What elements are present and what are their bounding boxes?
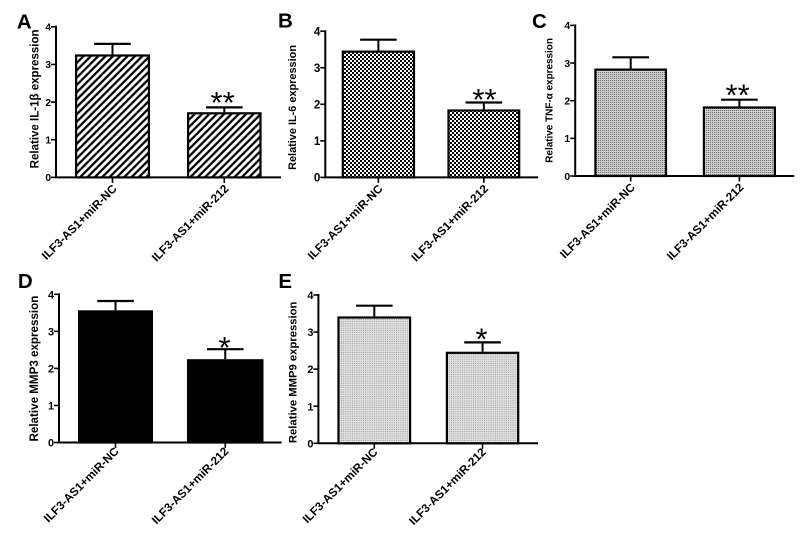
svg-text:4: 4 <box>307 290 313 302</box>
svg-text:Relative IL-1β expression: Relative IL-1β expression <box>30 29 42 168</box>
svg-text:2: 2 <box>564 97 570 108</box>
svg-text:1: 1 <box>45 136 51 147</box>
svg-text:**: ** <box>472 82 496 117</box>
svg-text:1: 1 <box>314 135 321 148</box>
svg-text:0: 0 <box>314 172 320 185</box>
svg-text:3: 3 <box>48 326 54 338</box>
svg-text:A: A <box>17 10 32 33</box>
svg-text:3: 3 <box>307 327 313 339</box>
svg-text:2: 2 <box>48 363 54 375</box>
svg-text:**: ** <box>726 78 750 113</box>
svg-text:B: B <box>278 10 293 33</box>
svg-text:4: 4 <box>48 289 54 301</box>
svg-text:1: 1 <box>564 134 570 145</box>
svg-text:**: ** <box>211 85 235 120</box>
svg-text:4: 4 <box>314 25 321 38</box>
svg-text:Relative MMP9 expression: Relative MMP9 expression <box>287 301 299 443</box>
svg-text:1: 1 <box>307 401 313 413</box>
svg-text:E: E <box>278 270 292 293</box>
svg-text:1: 1 <box>48 400 54 412</box>
svg-text:Relative MMP3 expression: Relative MMP3 expression <box>28 296 41 442</box>
svg-text:0: 0 <box>307 438 313 450</box>
svg-text:*: * <box>476 322 488 357</box>
svg-text:3: 3 <box>45 60 51 71</box>
svg-text:0: 0 <box>48 438 54 450</box>
svg-text:2: 2 <box>307 364 313 376</box>
svg-text:4: 4 <box>564 21 570 32</box>
svg-text:C: C <box>532 10 547 33</box>
svg-text:0: 0 <box>564 172 570 183</box>
svg-text:D: D <box>18 270 33 293</box>
svg-text:2: 2 <box>45 98 51 109</box>
svg-text:*: * <box>218 330 230 365</box>
svg-text:0: 0 <box>45 173 51 184</box>
svg-text:Relative IL-6 expression: Relative IL-6 expression <box>287 45 299 170</box>
svg-text:4: 4 <box>45 23 51 34</box>
svg-text:Relative TNF-α expression: Relative TNF-α expression <box>544 38 555 163</box>
svg-text:2: 2 <box>314 99 320 112</box>
svg-text:3: 3 <box>564 59 570 70</box>
svg-text:3: 3 <box>314 62 321 75</box>
